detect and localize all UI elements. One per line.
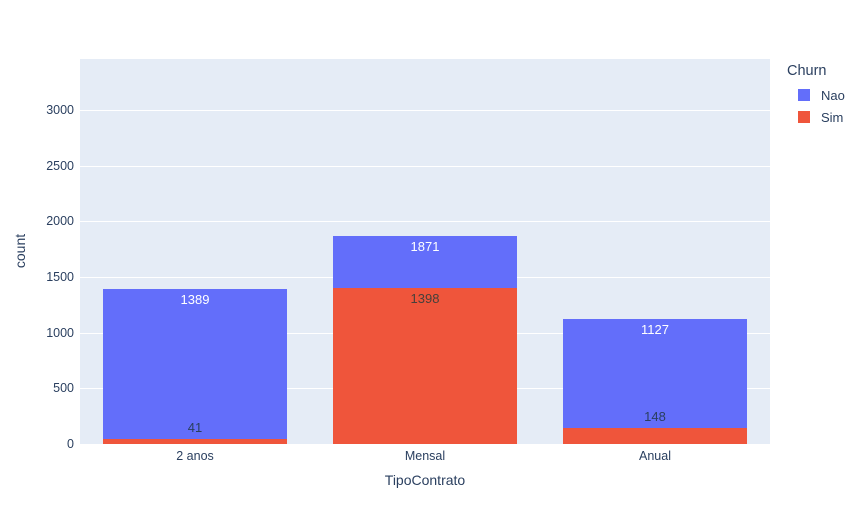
bar-segment-Anual-Nao[interactable] (563, 318, 747, 444)
bar-segment-Mensal-Sim[interactable] (333, 288, 517, 444)
y-tick-label: 0 (67, 437, 74, 451)
y-tick-label: 1500 (46, 270, 74, 284)
y-tick-label: 2000 (46, 214, 74, 229)
legend-item-Nao[interactable]: Nao (787, 84, 865, 106)
bar-segment-2 anos-Nao[interactable] (103, 289, 287, 444)
legend: Churn Nao Sim (787, 63, 865, 128)
x-tick-label: 2 anos (176, 449, 214, 463)
legend-item-label: Nao (821, 87, 845, 103)
y-tick-label: 3000 (46, 103, 74, 117)
y-tick-label: 1000 (46, 325, 74, 340)
legend-item-Sim[interactable]: Sim (787, 106, 865, 128)
legend-swatch-icon (798, 89, 810, 101)
y-tick-label: 2500 (46, 158, 74, 173)
x-tick-label: Mensal (404, 449, 446, 463)
legend-title: Churn (787, 63, 827, 79)
legend-swatch-icon (798, 111, 810, 123)
x-tick-label: Anual (639, 449, 671, 463)
bar-segment-Anual-Sim[interactable] (563, 427, 747, 444)
gridline-y-3000 (80, 110, 770, 111)
legend-item-label: Sim (821, 109, 844, 125)
y-tick-label: 500 (53, 381, 74, 396)
bar-segment-2 anos-Sim[interactable] (103, 439, 287, 444)
plot-area[interactable]: 1389 41 1871 1398 1127 148 (80, 59, 770, 444)
gridline-y-2500 (80, 165, 770, 167)
x-axis-title: TipoContrato (384, 472, 466, 488)
gridline-y-2000 (80, 221, 770, 223)
